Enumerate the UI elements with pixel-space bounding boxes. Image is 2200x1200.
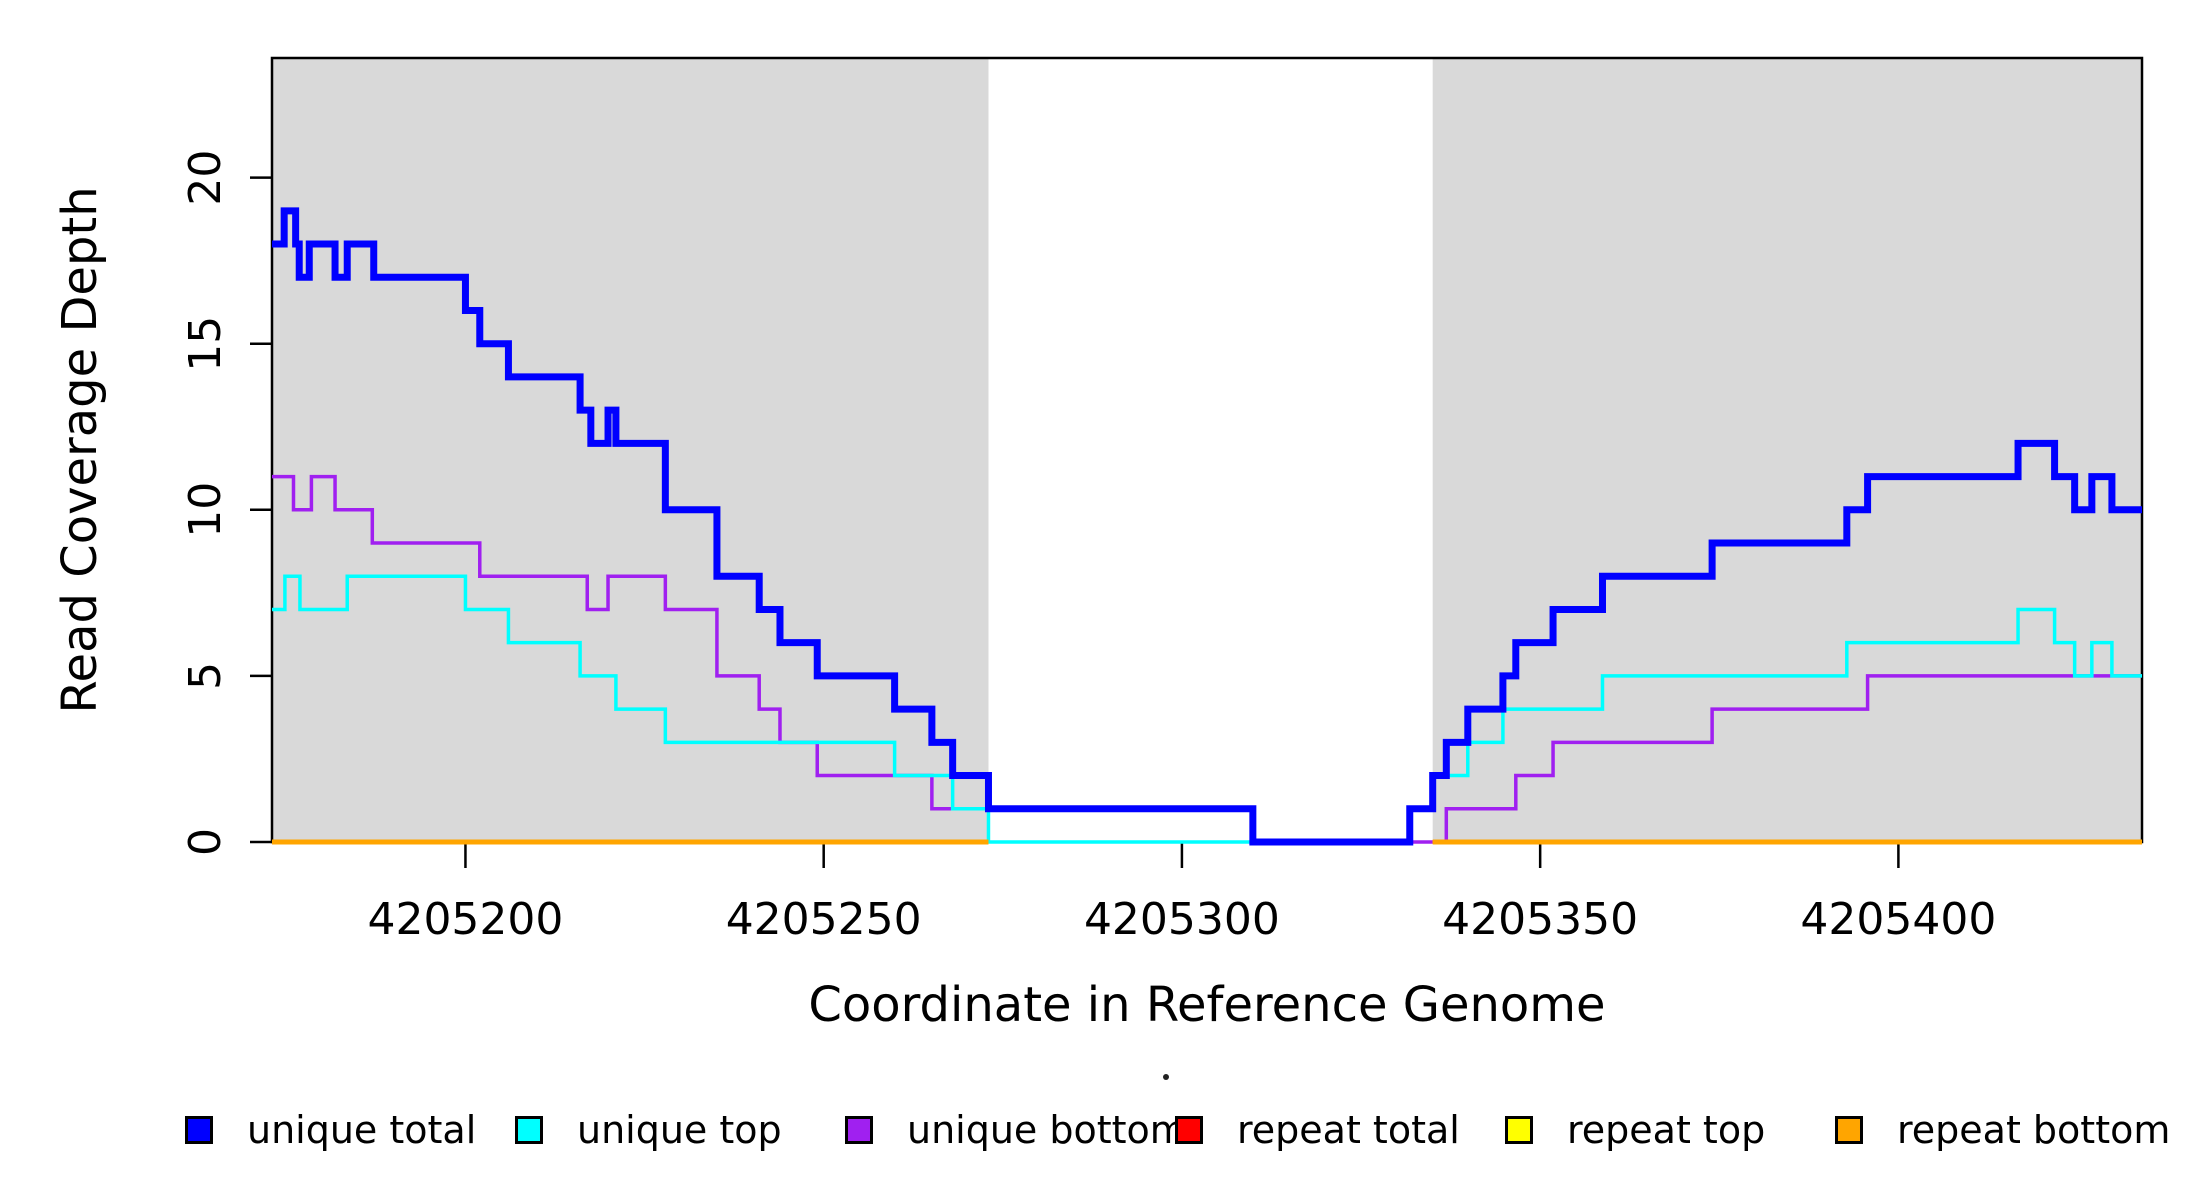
shaded-region xyxy=(272,58,989,842)
legend-swatch-repeat-top xyxy=(1505,1116,1533,1144)
stray-dot xyxy=(1163,1074,1169,1080)
shaded-region xyxy=(1432,58,2142,842)
legend-item-repeat-total: repeat total xyxy=(1175,1108,1460,1152)
y-tick-label: 10 xyxy=(180,482,231,538)
legend-label: unique top xyxy=(577,1108,782,1152)
x-tick-label: 4205200 xyxy=(367,894,563,945)
y-tick-label: 15 xyxy=(180,316,231,372)
legend-item-unique-bottom: unique bottom xyxy=(845,1108,1187,1152)
legend-label: repeat bottom xyxy=(1897,1108,2171,1152)
legend-item-repeat-bottom: repeat bottom xyxy=(1835,1108,2170,1152)
series-unique-bottom xyxy=(272,474,2142,844)
legend-label: repeat top xyxy=(1567,1108,1766,1152)
legend-swatch-unique-bottom xyxy=(845,1116,873,1144)
legend-label: repeat total xyxy=(1237,1108,1460,1152)
legend-label: unique bottom xyxy=(907,1108,1187,1152)
legend-swatch-repeat-total xyxy=(1175,1116,1203,1144)
y-tick-label: 20 xyxy=(180,150,231,206)
legend-item-unique-top: unique top xyxy=(515,1108,782,1152)
x-axis-title: Coordinate in Reference Genome xyxy=(808,977,1606,1033)
series-unique-total xyxy=(272,207,2142,846)
legend-swatch-unique-top xyxy=(515,1116,543,1144)
y-tick-label: 0 xyxy=(180,828,231,856)
y-axis-title: Read Coverage Depth xyxy=(52,186,108,714)
x-tick-label: 4205250 xyxy=(726,894,922,945)
legend: unique total unique top unique bottom repea… xyxy=(0,1108,2200,1178)
legend-item-repeat-top: repeat top xyxy=(1505,1108,1765,1152)
series-unique-top xyxy=(272,574,2142,844)
legend-item-unique-total: unique total xyxy=(185,1108,476,1152)
y-tick-label: 5 xyxy=(180,662,231,690)
x-tick-label: 4205400 xyxy=(1800,894,1996,945)
legend-swatch-unique-total xyxy=(185,1116,213,1144)
x-tick-label: 4205300 xyxy=(1084,894,1280,945)
x-tick-label: 4205350 xyxy=(1442,894,1638,945)
legend-label: unique total xyxy=(247,1108,477,1152)
legend-swatch-repeat-bottom xyxy=(1835,1116,1863,1144)
